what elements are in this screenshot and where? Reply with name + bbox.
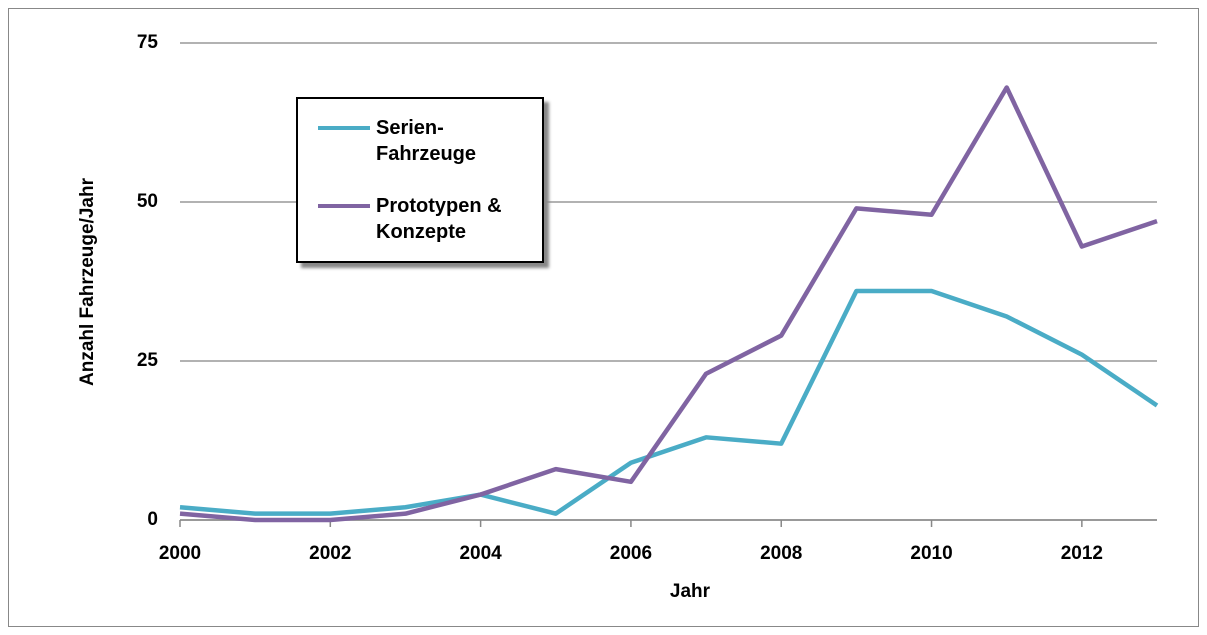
legend-item: Prototypen & Konzepte — [318, 193, 536, 245]
legend-label: Serien-Fahrzeuge — [376, 117, 477, 165]
y-tick-label: 0 — [147, 509, 158, 530]
legend-swatch — [318, 126, 370, 130]
x-tick-label: 2000 — [159, 543, 201, 564]
legend: Serien-Fahrzeuge Prototypen & Konzepte — [296, 97, 544, 263]
series-line — [179, 85, 1158, 523]
legend-item: Serien-Fahrzeuge — [318, 115, 536, 167]
y-tick-label: 75 — [137, 32, 159, 53]
x-tick-label: 2008 — [760, 543, 802, 564]
x-tick-label: 2010 — [910, 543, 952, 564]
legend-label: Prototypen & Konzepte — [376, 195, 502, 243]
x-tick-label: 2006 — [610, 543, 652, 564]
y-axis-label: Anzahl Fahrzeuge/Jahr — [77, 177, 98, 386]
y-tick-label: 25 — [137, 350, 159, 371]
series-line — [179, 288, 1159, 516]
x-tick-label: 2002 — [309, 543, 351, 564]
x-tick-label: 2004 — [459, 543, 502, 564]
x-axis-label: Jahr — [670, 581, 711, 602]
x-tick-label: 2012 — [1061, 543, 1103, 564]
legend-swatch — [318, 204, 370, 208]
y-tick-label: 50 — [137, 191, 158, 212]
chart-border — [8, 8, 1199, 627]
